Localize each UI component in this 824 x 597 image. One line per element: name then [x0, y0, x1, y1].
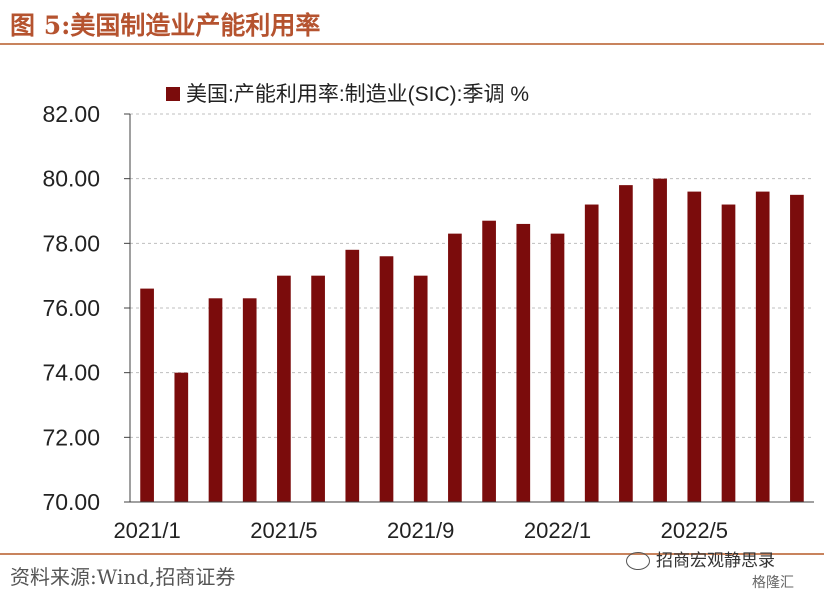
legend: 美国:产能利用率:制造业(SIC):季调 %	[166, 83, 529, 106]
bar	[448, 233, 462, 502]
title-rule	[0, 43, 824, 45]
x-axis: 2021/1 2021/5 2021/9 2022/1 2022/5	[113, 501, 814, 543]
bar	[584, 204, 599, 503]
bar	[755, 191, 770, 502]
watermark-secondary: 格隆汇	[752, 575, 794, 591]
bar	[653, 178, 667, 502]
figure-title: 图 5:美国制造业产能利用率	[10, 11, 321, 40]
y-tick-label: 70.00	[42, 489, 100, 515]
bar	[174, 372, 189, 502]
bar	[311, 275, 325, 502]
bar	[482, 220, 496, 502]
y-tick-label: 72.00	[42, 424, 100, 450]
bar	[721, 204, 736, 503]
watermark-text: 招商宏观静思录	[656, 551, 775, 571]
bars	[140, 178, 804, 503]
legend-swatch	[166, 87, 180, 101]
source-note: 资料来源:Wind,招商证券	[10, 565, 236, 589]
watermark: 招商宏观静思录	[626, 546, 775, 571]
bar-chart: 美国:产能利用率:制造业(SIC):季调 % 70.00 72.00 74.00 76…	[42, 83, 814, 543]
y-tick-label: 78.00	[42, 230, 100, 256]
wechat-icon	[626, 552, 650, 570]
y-tick-label: 80.00	[42, 166, 100, 192]
bar	[242, 298, 257, 502]
x-tick-label: 2022/1	[524, 518, 591, 543]
y-tick-label: 76.00	[42, 295, 100, 321]
y-tick-label: 74.00	[42, 360, 100, 386]
x-tick-label: 2021/9	[387, 518, 454, 543]
bar	[345, 249, 360, 502]
gridlines	[130, 113, 814, 438]
x-tick-label: 2021/5	[250, 518, 317, 543]
bar	[379, 256, 394, 502]
bar	[687, 191, 702, 502]
legend-label: 美国:产能利用率:制造业(SIC):季调 %	[186, 83, 529, 106]
bar	[516, 223, 531, 502]
x-tick-label: 2021/1	[113, 518, 180, 543]
bar	[550, 233, 565, 502]
bar	[619, 185, 633, 502]
y-tick-label: 82.00	[42, 101, 100, 127]
bar	[277, 275, 291, 502]
bar	[413, 275, 428, 502]
bar	[790, 194, 804, 503]
bar	[208, 298, 223, 502]
footer-rule	[0, 553, 824, 555]
x-tick-label: 2022/5	[661, 518, 728, 543]
y-axis: 70.00 72.00 74.00 76.00 78.00 80.00 82.00	[42, 101, 131, 515]
bar	[140, 288, 154, 502]
